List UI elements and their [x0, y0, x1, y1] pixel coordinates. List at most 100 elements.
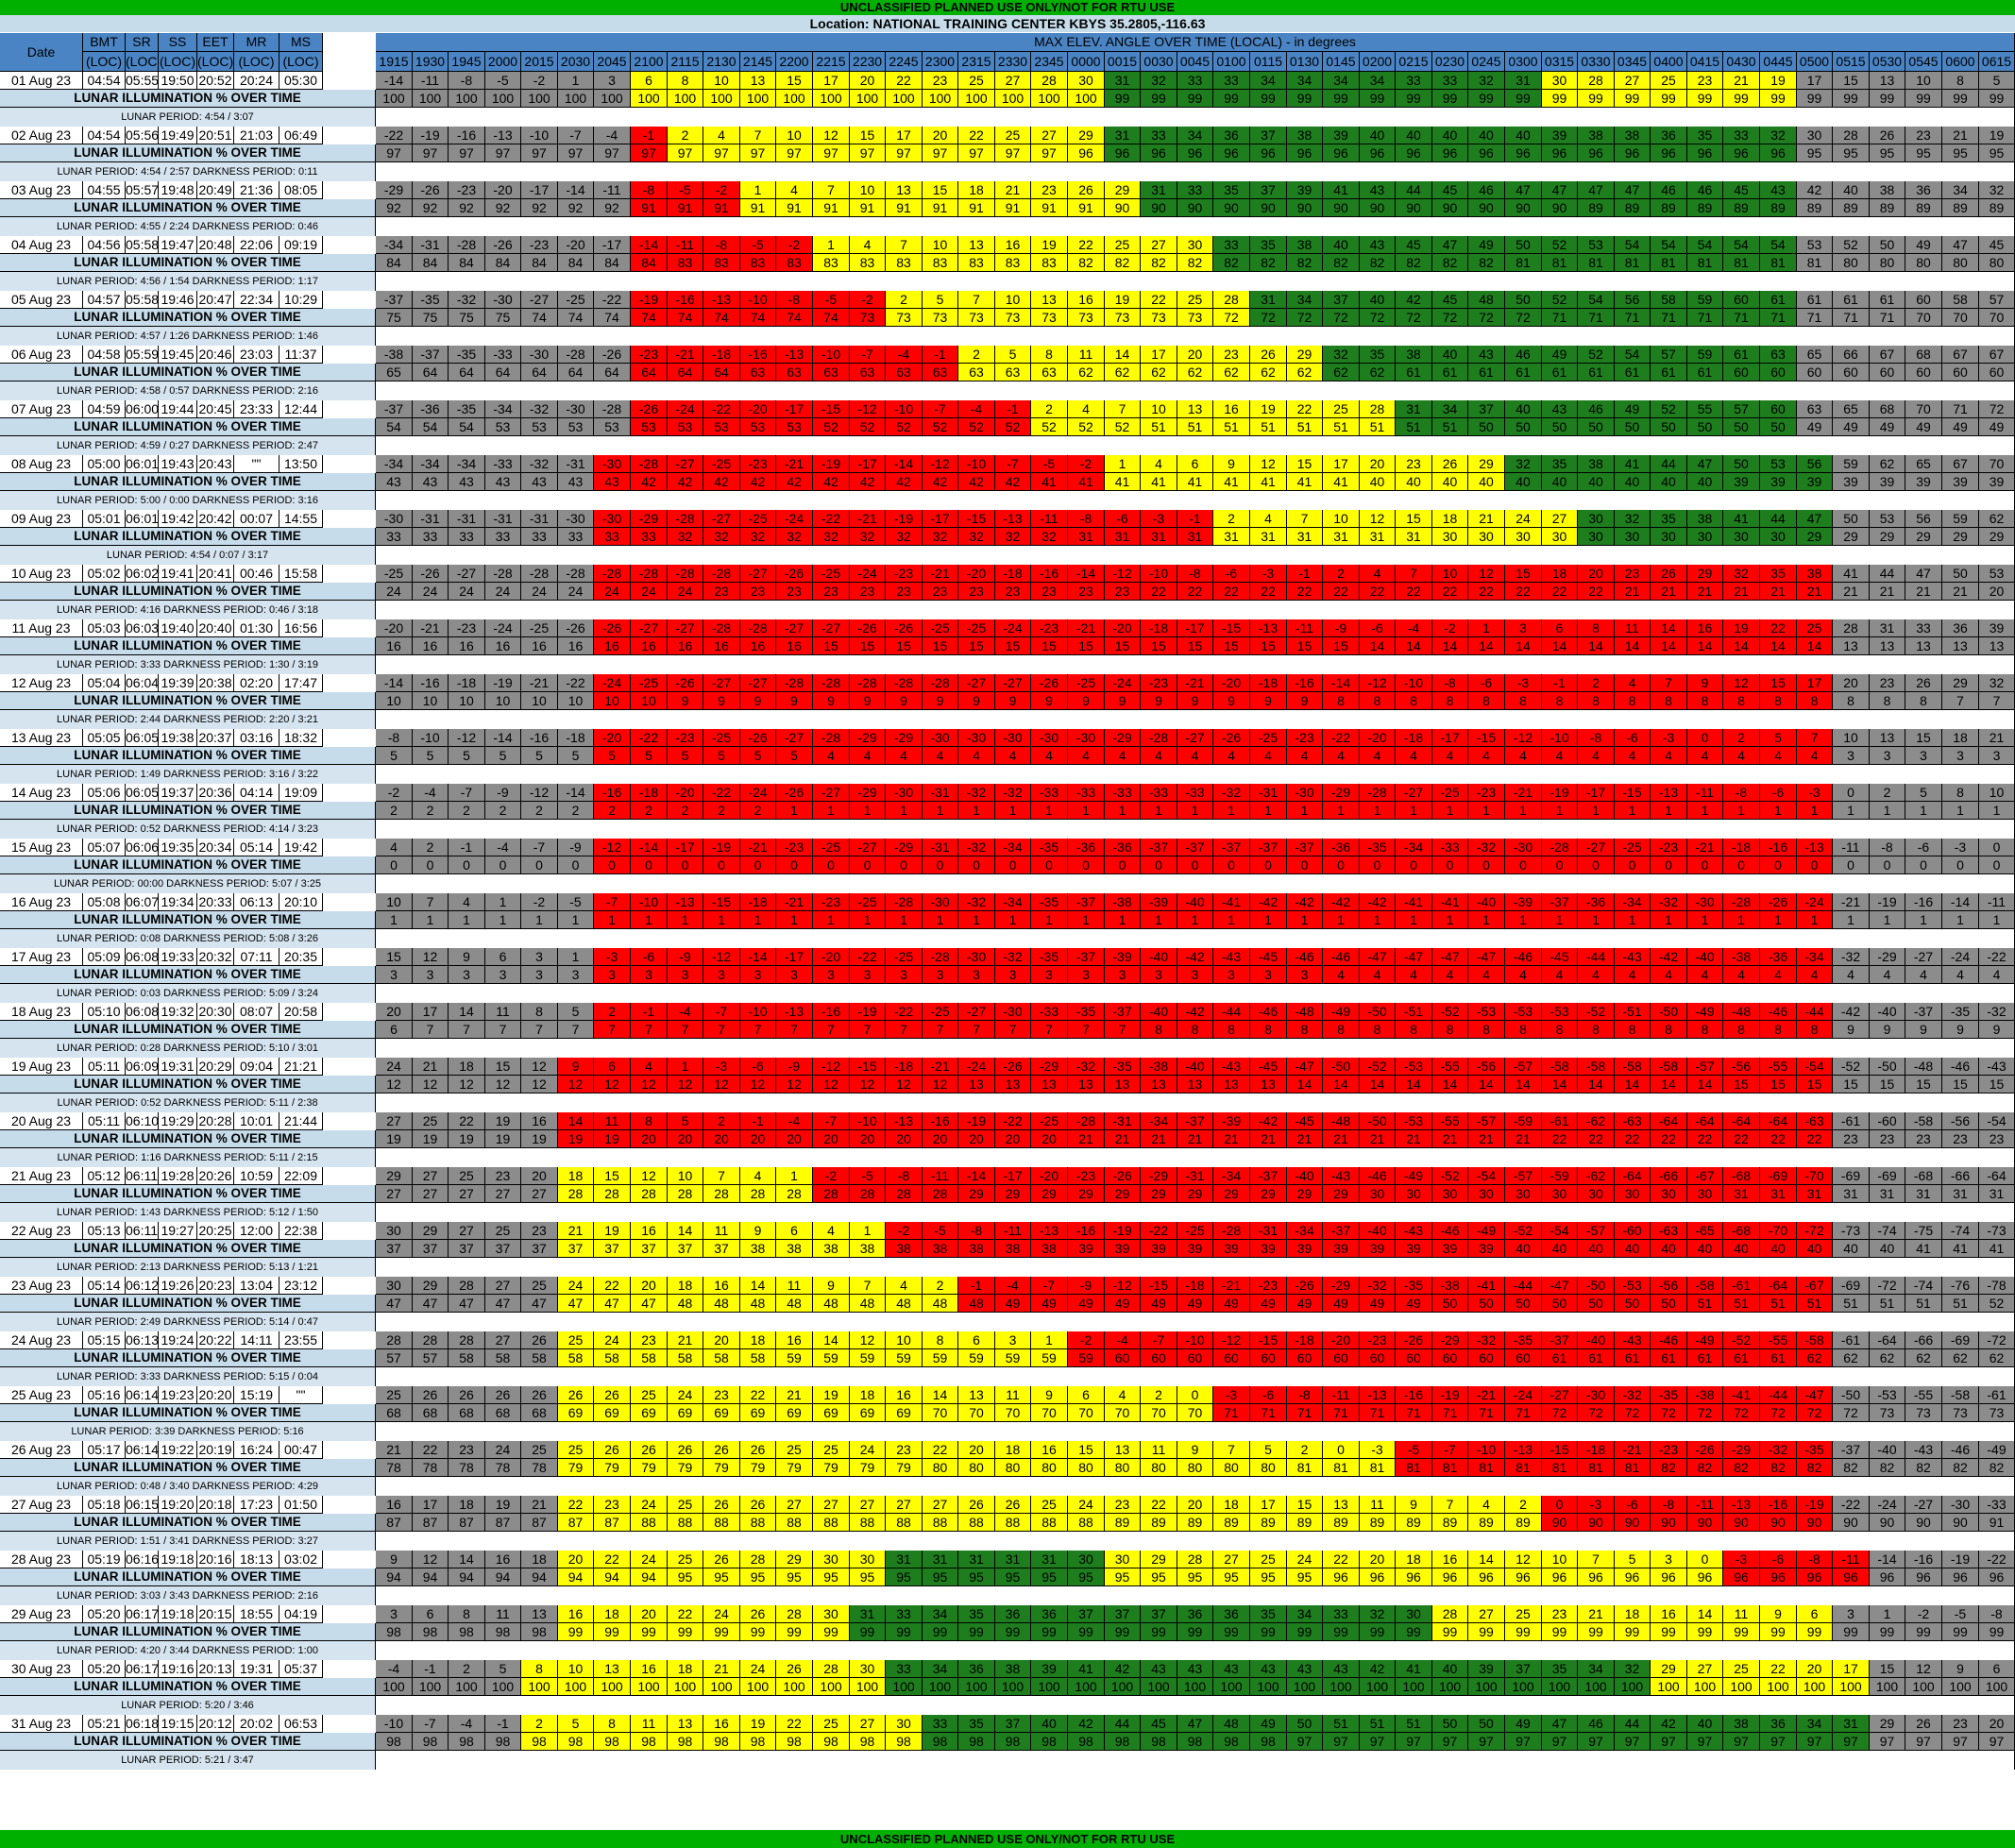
elevation-cell: 9: [1213, 455, 1250, 473]
illumination-cell: 32: [995, 528, 1031, 546]
illumination-cell: 96: [1360, 1568, 1396, 1586]
illumination-cell: 61: [1651, 364, 1687, 381]
elevation-cell: -2: [886, 1222, 923, 1240]
elevation-cell: 47: [1905, 565, 1942, 583]
illumination-cell: 95: [958, 1568, 995, 1586]
elevation-cell: -46: [1287, 948, 1323, 966]
elevation-cell: -4: [413, 784, 449, 802]
elevation-cell: -1: [631, 127, 668, 144]
illumination-cell: 42: [995, 473, 1031, 491]
elevation-cell: 11: [485, 1003, 521, 1021]
time-header-2300: 2300: [923, 52, 958, 72]
elevation-cell: 16: [521, 1112, 558, 1130]
illumination-cell: 88: [850, 1514, 886, 1532]
illumination-cell: 3: [521, 966, 558, 984]
elevation-cell: -10: [413, 729, 449, 747]
elevation-cell: 21: [558, 1222, 594, 1240]
elevation-cell: -23: [668, 729, 703, 747]
illumination-cell: 2: [449, 802, 485, 820]
illumination-cell: 3: [923, 966, 958, 984]
elevation-cell: 23: [1396, 455, 1432, 473]
illumination-cell: 33: [485, 528, 521, 546]
illumination-cell: 3: [813, 966, 850, 984]
elevation-cell: 16: [1432, 1551, 1468, 1568]
illumination-cell: 96: [1760, 1568, 1797, 1586]
elevation-cell: -34: [376, 236, 413, 254]
illumination-cell: 71: [1505, 1404, 1542, 1422]
illumination-cell: 51: [1250, 418, 1287, 436]
elevation-cell: -35: [449, 400, 485, 418]
time-header-0300: 0300: [1505, 52, 1542, 72]
illumination-cell: 5: [668, 747, 703, 765]
illumination-cell: 97: [813, 144, 850, 162]
info-cell-sr: 06:06: [126, 839, 159, 856]
elevation-cell: 22: [740, 1386, 776, 1404]
info-cell-ms: 16:56: [279, 619, 323, 637]
elevation-cell: -21: [850, 510, 886, 528]
illumination-cell: 88: [776, 1514, 813, 1532]
elevation-cell: -35: [1031, 948, 1068, 966]
info-cell-ms: 13:50: [279, 455, 323, 473]
elevation-cell: -39: [1505, 893, 1542, 911]
elevation-cell: 5: [1760, 729, 1797, 747]
illumination-cell: 89: [1105, 1514, 1141, 1532]
illumination-cell: 100: [850, 90, 886, 108]
elevation-cell: -19: [485, 674, 521, 692]
illumination-cell: 80: [1213, 1459, 1250, 1477]
illumination-cell: 72: [1797, 1404, 1833, 1422]
illumination-cell: 73: [958, 309, 995, 327]
elevation-cell: -28: [1723, 893, 1760, 911]
illumination-cell: 31: [1942, 1185, 1979, 1203]
elevation-cell: 4: [1141, 455, 1177, 473]
illumination-cell: 72: [1760, 1404, 1797, 1422]
illumination-cell: 84: [631, 254, 668, 272]
lunar-period-spacer: [376, 874, 2015, 893]
illumination-cell: 98: [413, 1733, 449, 1751]
illumination-cell: 23: [740, 583, 776, 601]
illumination-cell: 96: [1505, 144, 1542, 162]
illumination-cell: 83: [850, 254, 886, 272]
illumination-cell: 100: [558, 90, 594, 108]
illumination-cell: 71: [1432, 1404, 1468, 1422]
elevation-cell: -28: [740, 619, 776, 637]
elevation-cell: 27: [850, 1715, 886, 1733]
illumination-cell: 8: [1468, 692, 1505, 710]
illumination-cell: 98: [886, 1733, 923, 1751]
illumination-cell: 83: [740, 254, 776, 272]
illumination-cell: 74: [740, 309, 776, 327]
elevation-cell: 19: [740, 1715, 776, 1733]
illumination-cell: 21: [1287, 1130, 1323, 1148]
illumination-cell: 100: [668, 1678, 703, 1696]
elevation-cell: -31: [1177, 1167, 1213, 1185]
elevation-cell: -3: [594, 948, 631, 966]
elevation-cell: 33: [1432, 72, 1468, 90]
time-header-0600: 0600: [1942, 52, 1979, 72]
elevation-cell: -27: [521, 291, 558, 309]
elevation-cell: 8: [1031, 346, 1068, 364]
illumination-cell: 39: [1870, 473, 1905, 491]
elevation-cell: 39: [1468, 1660, 1505, 1678]
elevation-cell: -6: [1615, 729, 1651, 747]
illumination-cell: 81: [1797, 254, 1833, 272]
illumination-cell: 31: [1177, 528, 1213, 546]
illumination-cell: 1: [958, 802, 995, 820]
illumination-cell: 41: [1141, 473, 1177, 491]
illumination-cell: 92: [413, 199, 449, 217]
elevation-cell: -21: [413, 619, 449, 637]
time-header-1930: 1930: [413, 52, 449, 72]
elevation-cell: -48: [1287, 1003, 1323, 1021]
info-cell-eet: 20:18: [197, 1496, 234, 1514]
illumination-cell: 99: [1905, 90, 1942, 108]
elevation-cell: -22: [1979, 1551, 2015, 1568]
elevation-cell: -33: [1068, 784, 1105, 802]
info-cell-sr: 06:18: [126, 1715, 159, 1733]
elevation-cell: 13: [740, 72, 776, 90]
illumination-cell: 15: [1942, 1076, 1979, 1094]
elevation-cell: -43: [1615, 1331, 1651, 1349]
lunar-period-spacer: [376, 820, 2015, 839]
illumination-cell: 90: [1760, 1514, 1797, 1532]
info-cell-ms: 03:02: [279, 1551, 323, 1568]
illumination-cell: 1: [1323, 911, 1360, 929]
info-cell-mr: 20:24: [234, 72, 279, 90]
